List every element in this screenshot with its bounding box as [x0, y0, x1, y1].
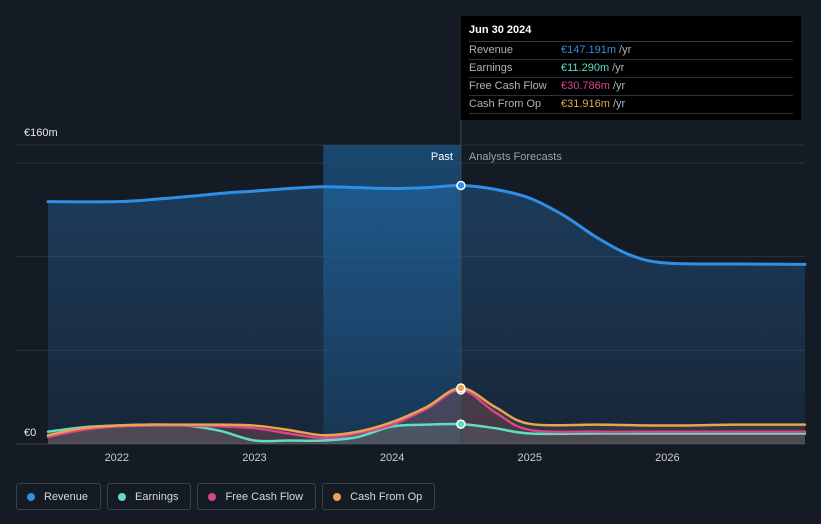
x-tick-label: 2026 [655, 452, 679, 464]
tooltip-name: Cash From Op [469, 98, 542, 110]
tooltip-value: €11.290m [561, 62, 610, 74]
tooltip-unit: /yr [612, 98, 626, 110]
tooltip-date: Jun 30 2024 [469, 24, 793, 42]
series-lines [46, 183, 807, 443]
y-axis-top-label: €160m [24, 127, 58, 139]
tooltip-name: Revenue [469, 44, 514, 56]
tooltip-name: Free Cash Flow [469, 80, 547, 92]
area-earnings [48, 423, 805, 444]
tooltip-row-cash-from-op: Cash From Op €31.916m /yr [469, 96, 793, 114]
line-cash-from-op [46, 386, 807, 437]
legend-item-revenue[interactable]: Revenue [16, 483, 102, 510]
legend-dot-icon [333, 492, 342, 501]
tooltip-value: €147.191m [561, 44, 617, 56]
tooltip-row-revenue: Revenue €147.191m /yr [469, 42, 793, 60]
line-revenue [46, 183, 807, 266]
marker-cash-from-op [456, 383, 466, 393]
x-tick-label: 2022 [105, 452, 129, 464]
x-tick-label: 2025 [517, 452, 541, 464]
tooltip-row-earnings: Earnings €11.290m /yr [469, 60, 793, 78]
tooltip: Jun 30 2024 Revenue €147.191m /yr Earnin… [461, 16, 801, 120]
y-axis-bottom-label: €0 [24, 427, 36, 439]
legend-label: Cash From Op [350, 490, 423, 503]
x-axis-ticks: 2022 2023 2024 2025 2026 [105, 452, 680, 464]
series-areas [48, 185, 805, 444]
tooltip-unit: /yr [612, 62, 625, 74]
area-cash-from-op [48, 387, 805, 444]
tooltip-value: €31.916m [561, 98, 610, 110]
legend-item-cash-from-op[interactable]: Cash From Op [322, 483, 436, 510]
legend-dot-icon [118, 492, 127, 501]
marker-revenue [456, 180, 466, 191]
area-free-cash-flow [48, 389, 805, 444]
tooltip-markers [456, 180, 466, 429]
legend-dot-icon [27, 492, 35, 501]
legend-label: Revenue [44, 490, 89, 503]
legend: Revenue Earnings Free Cash Flow Cash Fro… [16, 483, 436, 510]
tooltip-name: Earnings [469, 62, 513, 74]
legend-item-free-cash-flow[interactable]: Free Cash Flow [197, 483, 317, 510]
legend-item-earnings[interactable]: Earnings [107, 483, 192, 510]
legend-label: Free Cash Flow [225, 490, 304, 503]
past-label: Past [431, 151, 453, 163]
legend-dot-icon [208, 492, 217, 501]
legend-label: Earnings [135, 490, 179, 503]
marker-earnings [456, 419, 466, 429]
area-revenue [48, 185, 805, 444]
tooltip-value: €30.786m [561, 80, 610, 92]
x-tick-label: 2023 [242, 452, 266, 464]
tooltip-row-free-cash-flow: Free Cash Flow €30.786m /yr [469, 78, 793, 96]
tooltip-unit: /yr [619, 44, 632, 56]
x-tick-label: 2024 [380, 452, 404, 464]
tooltip-unit: /yr [612, 80, 626, 92]
forecast-label: Analysts Forecasts [469, 151, 562, 163]
